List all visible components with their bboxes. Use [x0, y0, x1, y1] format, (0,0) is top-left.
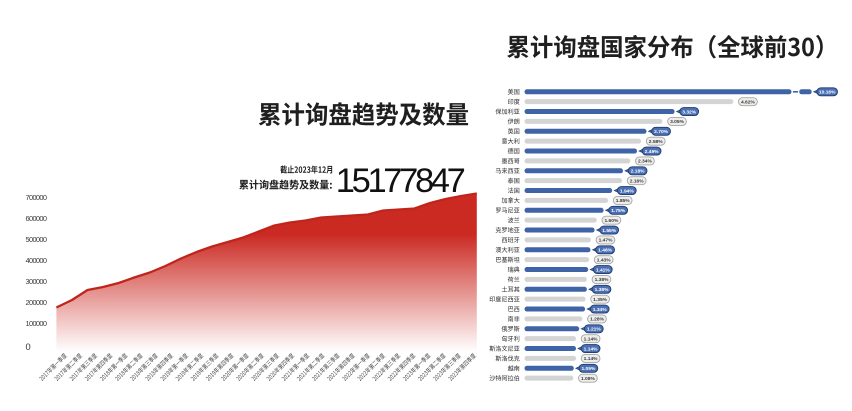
svg-text:1.14%: 1.14% — [584, 346, 599, 352]
svg-text:1.85%: 1.85% — [616, 198, 631, 204]
svg-text:2.70%: 2.70% — [654, 129, 669, 135]
svg-text:1.55%: 1.55% — [602, 228, 617, 234]
svg-text:15177847: 15177847 — [336, 162, 466, 200]
svg-text:500000: 500000 — [26, 235, 48, 244]
svg-text:1.21%: 1.21% — [587, 327, 602, 333]
svg-text:1.28%: 1.28% — [590, 317, 605, 323]
svg-text:200000: 200000 — [26, 298, 48, 307]
svg-text:1.43%: 1.43% — [597, 257, 612, 263]
svg-text:3.05%: 3.05% — [670, 119, 685, 125]
svg-text:10.16%: 10.16% — [819, 90, 836, 96]
svg-text:2.16%: 2.16% — [630, 178, 645, 184]
svg-text:100000: 100000 — [26, 319, 48, 328]
svg-text:1.41%: 1.41% — [596, 267, 611, 273]
svg-text:1.35%: 1.35% — [593, 297, 608, 303]
svg-text:2.18%: 2.18% — [631, 169, 646, 175]
svg-text:2.58%: 2.58% — [649, 139, 664, 145]
svg-text:1.34%: 1.34% — [593, 307, 608, 313]
svg-text:1.47%: 1.47% — [599, 238, 614, 244]
svg-text:1.14%: 1.14% — [584, 356, 599, 362]
svg-text:1.60%: 1.60% — [604, 218, 619, 224]
svg-text:1.09%: 1.09% — [581, 366, 596, 372]
svg-text:0: 0 — [26, 342, 31, 352]
svg-text:2.49%: 2.49% — [645, 149, 660, 155]
svg-text:1.08%: 1.08% — [581, 376, 596, 382]
svg-text:1.38%: 1.38% — [595, 277, 610, 283]
svg-text:2.34%: 2.34% — [638, 159, 653, 165]
svg-text:3.32%: 3.32% — [682, 109, 697, 115]
svg-text:4.62%: 4.62% — [741, 99, 756, 105]
svg-text:1.94%: 1.94% — [620, 188, 635, 194]
svg-text:1.75%: 1.75% — [611, 208, 626, 214]
svg-text:600000: 600000 — [26, 214, 48, 223]
svg-text:700000: 700000 — [26, 193, 48, 202]
svg-text:400000: 400000 — [26, 256, 48, 265]
svg-text:1.38%: 1.38% — [595, 287, 610, 293]
svg-text:300000: 300000 — [26, 277, 48, 286]
svg-text:1.46%: 1.46% — [598, 248, 613, 254]
svg-text:1.14%: 1.14% — [584, 336, 599, 342]
